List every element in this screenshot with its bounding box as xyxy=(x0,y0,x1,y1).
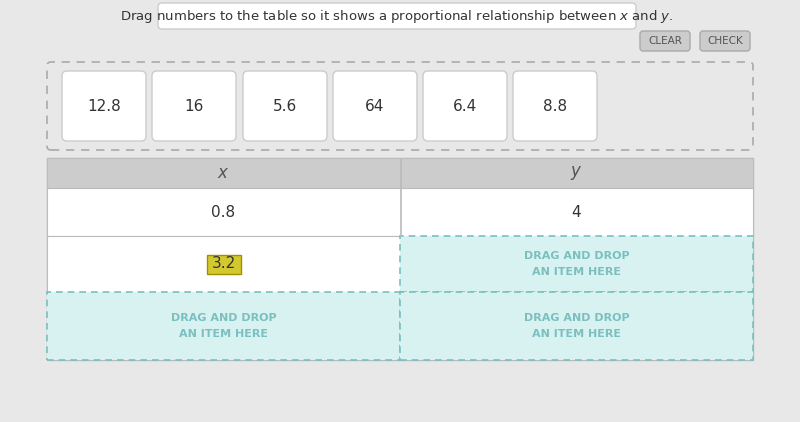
Text: CHECK: CHECK xyxy=(707,36,743,46)
Bar xyxy=(47,188,753,236)
FancyBboxPatch shape xyxy=(513,71,597,141)
Text: 16: 16 xyxy=(184,98,204,114)
Text: 3.2: 3.2 xyxy=(211,257,236,271)
Text: 5.6: 5.6 xyxy=(273,98,297,114)
Text: AN ITEM HERE: AN ITEM HERE xyxy=(532,329,621,339)
FancyBboxPatch shape xyxy=(640,31,690,51)
FancyBboxPatch shape xyxy=(700,31,750,51)
Text: $x$: $x$ xyxy=(218,164,230,182)
Text: 4: 4 xyxy=(572,205,582,219)
Text: DRAG AND DROP: DRAG AND DROP xyxy=(524,251,630,261)
Text: 6.4: 6.4 xyxy=(453,98,477,114)
FancyBboxPatch shape xyxy=(423,71,507,141)
Bar xyxy=(47,236,400,292)
FancyBboxPatch shape xyxy=(158,3,636,29)
Bar xyxy=(400,292,753,360)
Bar xyxy=(47,158,753,360)
Bar xyxy=(400,236,753,292)
Bar xyxy=(400,188,401,236)
Text: DRAG AND DROP: DRAG AND DROP xyxy=(170,313,276,323)
Text: 12.8: 12.8 xyxy=(87,98,121,114)
Bar xyxy=(47,292,400,360)
Text: CLEAR: CLEAR xyxy=(648,36,682,46)
Text: AN ITEM HERE: AN ITEM HERE xyxy=(179,329,268,339)
Text: DRAG AND DROP: DRAG AND DROP xyxy=(524,313,630,323)
Bar xyxy=(47,158,753,188)
Text: Drag numbers to the table so it shows a proportional relationship between $x$ an: Drag numbers to the table so it shows a … xyxy=(120,8,674,24)
Text: $y$: $y$ xyxy=(570,164,582,182)
Text: 64: 64 xyxy=(366,98,385,114)
Text: AN ITEM HERE: AN ITEM HERE xyxy=(532,267,621,277)
Text: 8.8: 8.8 xyxy=(543,98,567,114)
FancyBboxPatch shape xyxy=(47,62,753,150)
Bar xyxy=(400,158,401,188)
FancyBboxPatch shape xyxy=(152,71,236,141)
FancyBboxPatch shape xyxy=(333,71,417,141)
Bar xyxy=(206,254,241,273)
Text: 0.8: 0.8 xyxy=(211,205,235,219)
FancyBboxPatch shape xyxy=(62,71,146,141)
FancyBboxPatch shape xyxy=(243,71,327,141)
